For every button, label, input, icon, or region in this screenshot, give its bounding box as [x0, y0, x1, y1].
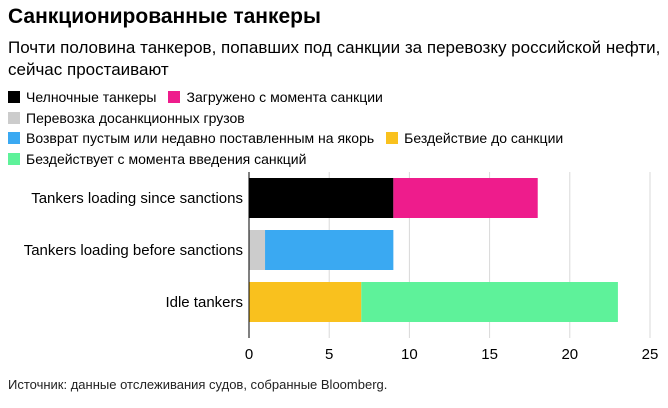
- category-label: Tankers loading before sanctions: [24, 242, 243, 259]
- x-tick-label: 5: [325, 346, 333, 363]
- legend-item-shuttle-tankers: Челночные танкеры: [8, 87, 156, 107]
- bar-segment: [249, 178, 394, 218]
- x-tick-label: 20: [561, 346, 578, 363]
- x-tick-label: 10: [401, 346, 418, 363]
- chart-subtitle: Почти половина танкеров, попавших под са…: [8, 38, 661, 79]
- legend-item-pre-sanction-cargo: Перевозка досанкционных грузов: [8, 108, 245, 128]
- legend-label: Бездействие до санкции: [404, 130, 564, 147]
- legend-row-3: Возврат пустым или недавно поставленным …: [8, 128, 663, 149]
- legend-swatch: [8, 111, 20, 124]
- x-tick-label: 0: [245, 346, 253, 363]
- bar-segment: [249, 230, 266, 270]
- x-tick-label: 15: [481, 346, 498, 363]
- category-label: Idle tankers: [165, 294, 243, 311]
- legend-swatch: [8, 132, 20, 145]
- legend-label: Бездействует с момента введения санкций: [26, 150, 307, 167]
- bar-segment: [361, 282, 618, 322]
- legend-row-1: Челночные танкеры Загружено с момента са…: [8, 87, 663, 108]
- legend: Челночные танкеры Загружено с момента са…: [8, 87, 663, 169]
- bar-segment: [249, 282, 362, 322]
- bar-segment: [265, 230, 394, 270]
- legend-swatch: [168, 91, 181, 104]
- legend-label: Загружено с момента санкции: [186, 89, 383, 106]
- legend-item-idle-since-sanctions: Бездействует с момента введения санкций: [8, 149, 306, 169]
- x-tick-label: 25: [642, 346, 659, 363]
- category-label: Tankers loading since sanctions: [31, 190, 243, 207]
- legend-row-2: Перевозка досанкционных грузов: [8, 108, 663, 129]
- legend-swatch: [386, 132, 399, 145]
- bar-segment: [393, 178, 538, 218]
- legend-item-loaded-since-sanctions: Загружено с момента санкции: [168, 87, 383, 107]
- legend-item-idle-before-sanction: Бездействие до санкции: [386, 128, 563, 148]
- source-note: Источник: данные отслеживания судов, соб…: [8, 377, 388, 392]
- legend-label: Челночные танкеры: [26, 89, 157, 106]
- chart-title: Санкционированные танкеры: [8, 5, 321, 28]
- legend-swatch: [8, 91, 20, 104]
- legend-row-4: Бездействует с момента введения санкций: [8, 149, 663, 170]
- stacked-bar-chart: Tankers loading since sanctions Tankers l…: [24, 172, 659, 363]
- legend-swatch: [8, 152, 20, 165]
- legend-label: Возврат пустым или недавно поставленным …: [26, 130, 375, 147]
- legend-label: Перевозка досанкционных грузов: [26, 109, 245, 126]
- legend-item-returning-empty: Возврат пустым или недавно поставленным …: [8, 128, 374, 148]
